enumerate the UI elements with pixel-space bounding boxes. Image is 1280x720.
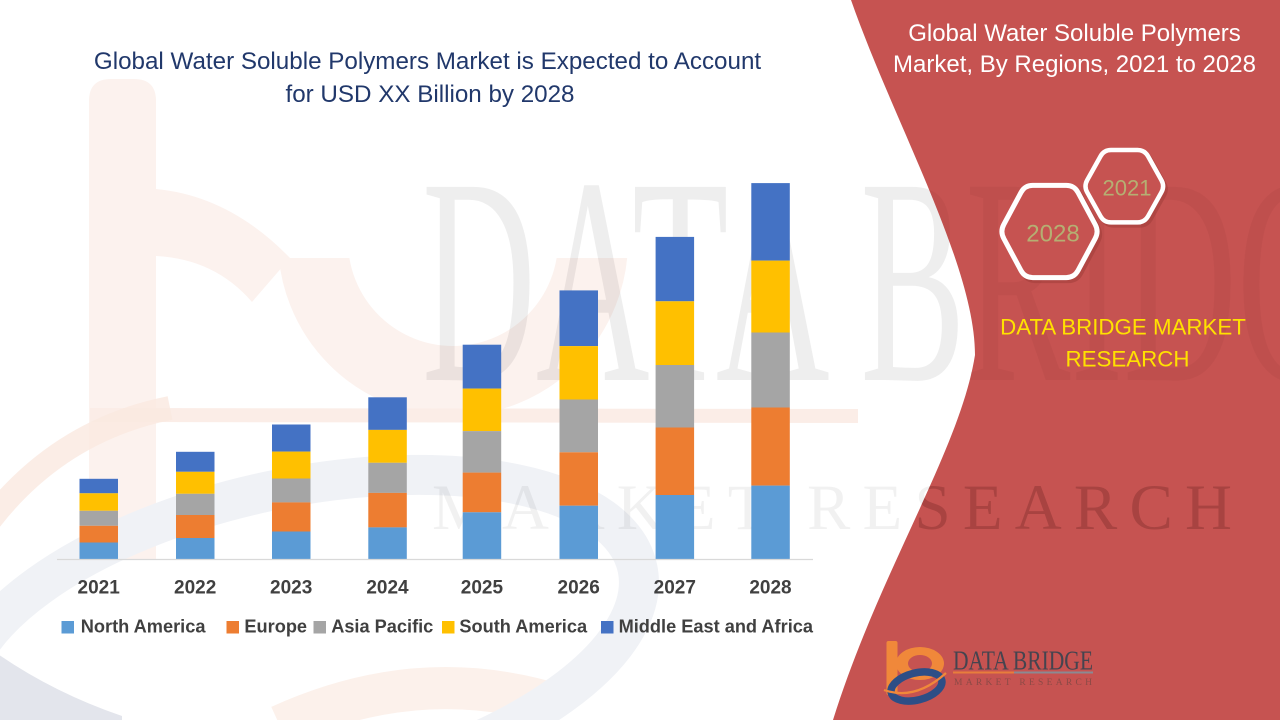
svg-text:2024: 2024 bbox=[366, 578, 409, 599]
svg-text:2025: 2025 bbox=[461, 578, 504, 599]
svg-text:DATA BRIDGE: DATA BRIDGE bbox=[953, 646, 1093, 676]
svg-text:Asia Pacific: Asia Pacific bbox=[331, 617, 433, 637]
svg-text:2027: 2027 bbox=[654, 578, 696, 599]
svg-text:2023: 2023 bbox=[270, 578, 312, 599]
svg-text:2026: 2026 bbox=[558, 578, 600, 599]
svg-text:Middle East and Africa: Middle East and Africa bbox=[619, 617, 814, 637]
svg-text:Europe: Europe bbox=[244, 617, 307, 637]
svg-text:Global Water Soluble Polymers: Global Water Soluble Polymers Market is … bbox=[94, 48, 762, 75]
svg-text:2021: 2021 bbox=[78, 578, 121, 599]
svg-text:2021: 2021 bbox=[1103, 176, 1152, 201]
svg-text:2028: 2028 bbox=[1026, 221, 1079, 248]
svg-text:2028: 2028 bbox=[749, 578, 791, 599]
svg-text:2022: 2022 bbox=[174, 578, 216, 599]
svg-text:Global Water Soluble Polymers: Global Water Soluble Polymers bbox=[908, 20, 1241, 47]
svg-text:Market, By Regions, 2021 to 20: Market, By Regions, 2021 to 2028 bbox=[893, 51, 1256, 78]
svg-text:RESEARCH: RESEARCH bbox=[1066, 347, 1190, 372]
svg-text:North America: North America bbox=[81, 617, 207, 637]
svg-text:MARKET RESEARCH: MARKET RESEARCH bbox=[954, 678, 1092, 688]
svg-text:South America: South America bbox=[459, 617, 588, 637]
svg-text:for USD XX Billion by 2028: for USD XX Billion by 2028 bbox=[285, 81, 574, 108]
svg-text:DATA BRIDGE MARKET: DATA BRIDGE MARKET bbox=[1000, 315, 1246, 340]
